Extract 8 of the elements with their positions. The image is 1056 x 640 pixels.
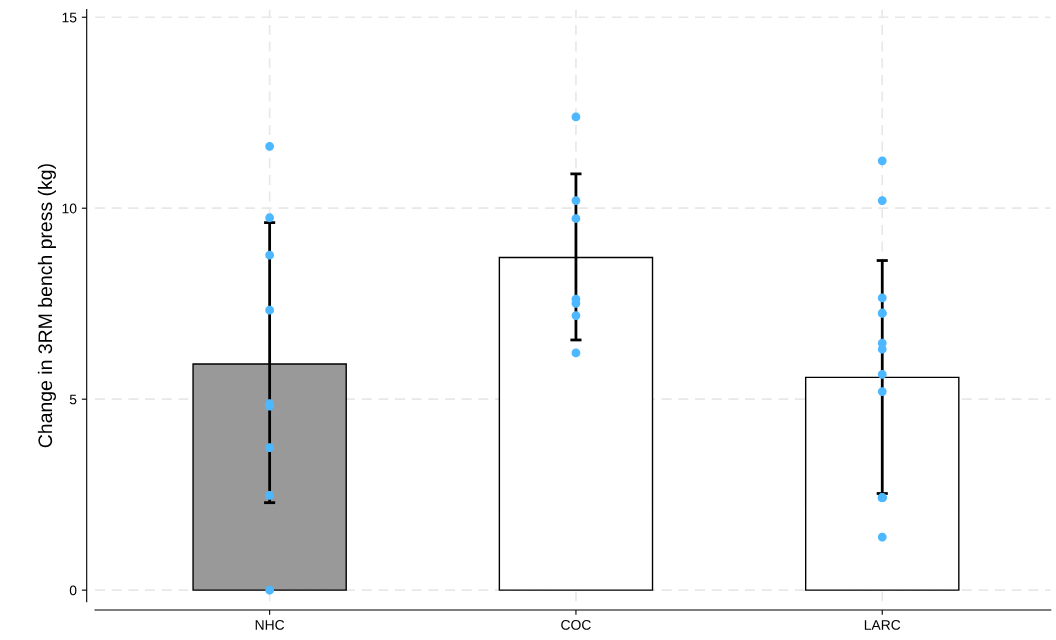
y-axis-title: Change in 3RM bench press (kg) (37, 164, 56, 448)
y-tick-label: 0 (69, 585, 77, 596)
y-tick-label: 15 (62, 12, 77, 23)
y-tick-label: 5 (69, 394, 77, 405)
x-tick-label: NHC (255, 620, 285, 630)
y-tick-label: 10 (62, 203, 77, 214)
x-tick-label: COC (561, 620, 591, 630)
x-tick-label: LARC (864, 620, 901, 630)
